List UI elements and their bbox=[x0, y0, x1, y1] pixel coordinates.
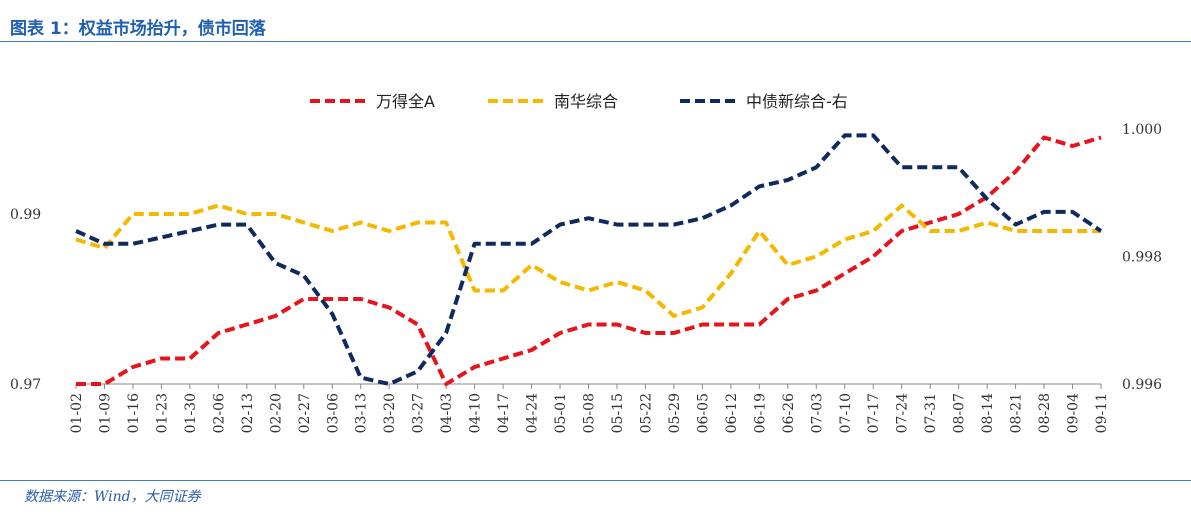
x-tick-label: 09-11 bbox=[1094, 393, 1110, 433]
x-tick-label: 05-22 bbox=[638, 393, 654, 433]
x-tick-label: 04-24 bbox=[525, 393, 541, 433]
line-chart: 万得全A 南华综合 中债新综合-右 01-02 01-09 01-16 01-23 01-3… bbox=[10, 92, 1162, 433]
x-tick-label: 05-15 bbox=[610, 393, 626, 433]
x-tick-label: 09-04 bbox=[1066, 393, 1082, 433]
y-right-tick-label: 0.998 bbox=[1122, 250, 1162, 266]
x-tick-label: 07-03 bbox=[809, 393, 825, 433]
legend-label-3: 中债新综合-右 bbox=[746, 92, 848, 111]
x-tick-label: 03-20 bbox=[382, 393, 398, 433]
y-right-tick-label: 0.996 bbox=[1122, 377, 1162, 393]
x-tick-label: 05-29 bbox=[667, 393, 683, 433]
x-tick-label: 01-30 bbox=[183, 393, 199, 433]
chart-legend: 万得全A 南华综合 中债新综合-右 bbox=[310, 92, 848, 111]
series-line-1 bbox=[76, 135, 1102, 386]
x-tick-label: 01-02 bbox=[69, 393, 85, 433]
y-left-tick-label: 0.97 bbox=[10, 377, 41, 393]
x-tick-label: 08-28 bbox=[1037, 393, 1053, 433]
x-tick-label: 07-24 bbox=[895, 393, 911, 433]
x-tick-label: 02-20 bbox=[268, 393, 284, 433]
series-line-3 bbox=[75, 133, 1103, 386]
x-tick-label: 01-23 bbox=[154, 393, 170, 433]
x-tick-label: 02-06 bbox=[211, 393, 227, 433]
series-line-2 bbox=[75, 203, 1101, 318]
x-tick-label: 08-07 bbox=[952, 393, 968, 433]
y-right-tick-label: 1.000 bbox=[1122, 122, 1162, 138]
legend-label-1: 万得全A bbox=[376, 92, 435, 111]
x-tick-label: 05-01 bbox=[553, 393, 569, 433]
x-tick-label: 06-26 bbox=[781, 393, 797, 433]
y-left-tick-label: 0.99 bbox=[10, 207, 41, 223]
x-tick-label: 07-10 bbox=[838, 393, 854, 433]
data-source-note: 数据来源：Wind，大同证券 bbox=[24, 489, 201, 505]
x-tick-label: 08-14 bbox=[980, 393, 996, 433]
top-rule bbox=[0, 41, 1191, 42]
x-tick-label: 06-05 bbox=[695, 393, 711, 433]
x-tick-label: 01-16 bbox=[126, 393, 142, 433]
x-tick-label: 03-13 bbox=[354, 393, 370, 433]
figure-title: 图表 1：权益市场抬升，债市回落 bbox=[10, 19, 266, 39]
x-tick-label: 02-13 bbox=[240, 393, 256, 433]
x-tick-label: 04-17 bbox=[496, 393, 512, 433]
chart-axes: 01-02 01-09 01-16 01-23 01-30 02-06 02-13 02-20… bbox=[10, 122, 1162, 433]
x-tick-label: 03-27 bbox=[411, 393, 427, 433]
x-tick-label: 04-10 bbox=[468, 393, 484, 433]
x-tick-label: 07-31 bbox=[923, 393, 939, 433]
x-tick-label: 07-17 bbox=[866, 393, 882, 433]
x-tick-label: 06-19 bbox=[752, 393, 768, 433]
bottom-rule bbox=[0, 480, 1191, 481]
x-tick-label: 01-09 bbox=[97, 393, 113, 433]
x-tick-label: 02-27 bbox=[297, 393, 313, 433]
x-tick-label: 03-06 bbox=[325, 393, 341, 433]
legend-label-2: 南华综合 bbox=[554, 92, 618, 111]
x-tick-label: 08-21 bbox=[1009, 393, 1025, 433]
x-tick-label: 06-12 bbox=[724, 393, 740, 433]
x-tick-label: 04-03 bbox=[439, 393, 455, 433]
x-tick-label: 05-08 bbox=[582, 393, 598, 433]
chart-series bbox=[75, 133, 1103, 386]
